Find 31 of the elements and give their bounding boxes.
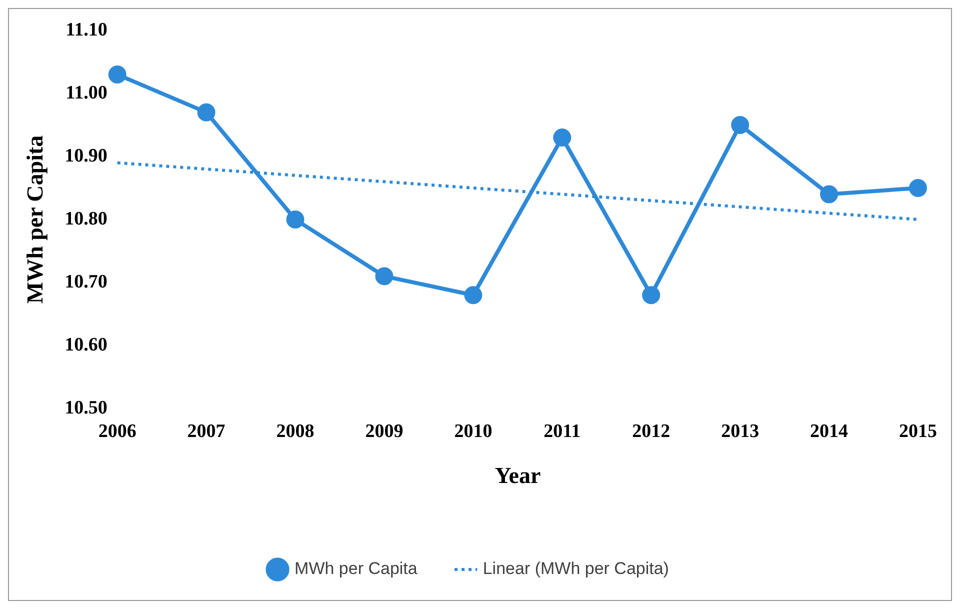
point (197, 103, 216, 122)
y-tick-label: 10.90 (64, 145, 108, 166)
point (286, 210, 304, 228)
x-axis-title: Year (494, 463, 541, 488)
x-tick-label: 2008 (276, 420, 314, 442)
x-tick-label: 2014 (810, 420, 849, 442)
point (820, 185, 838, 204)
x-tick-label: 2011 (544, 420, 581, 442)
y-tick-label: 10.80 (64, 208, 108, 230)
x-tick-label: 2015 (899, 420, 937, 442)
x-tick-label: 2012 (632, 420, 670, 442)
point (731, 116, 750, 134)
point (375, 267, 394, 286)
point (642, 286, 660, 304)
point (553, 128, 572, 147)
point (108, 66, 126, 84)
x-tick-label: 2006 (98, 420, 136, 442)
y-tick-label: 11.00 (66, 82, 108, 104)
y-axis-title: MWh per Capita (22, 134, 48, 304)
point (909, 178, 927, 197)
x-tick-label: 2009 (365, 420, 404, 442)
x-tick-label: 2013 (721, 420, 760, 442)
legend-label: Linear (MWh per Capita) (482, 559, 669, 578)
y-tick-label: 11.10 (66, 19, 108, 40)
x-tick-label: 2007 (187, 420, 226, 442)
x-tick-label: 2010 (454, 420, 492, 442)
y-tick-label: 10.60 (64, 334, 108, 356)
y-tick-label: 10.70 (64, 271, 108, 292)
legend-label: MWh per Capita (294, 559, 418, 578)
y-tick-label: 10.50 (64, 398, 108, 419)
point (464, 286, 482, 304)
